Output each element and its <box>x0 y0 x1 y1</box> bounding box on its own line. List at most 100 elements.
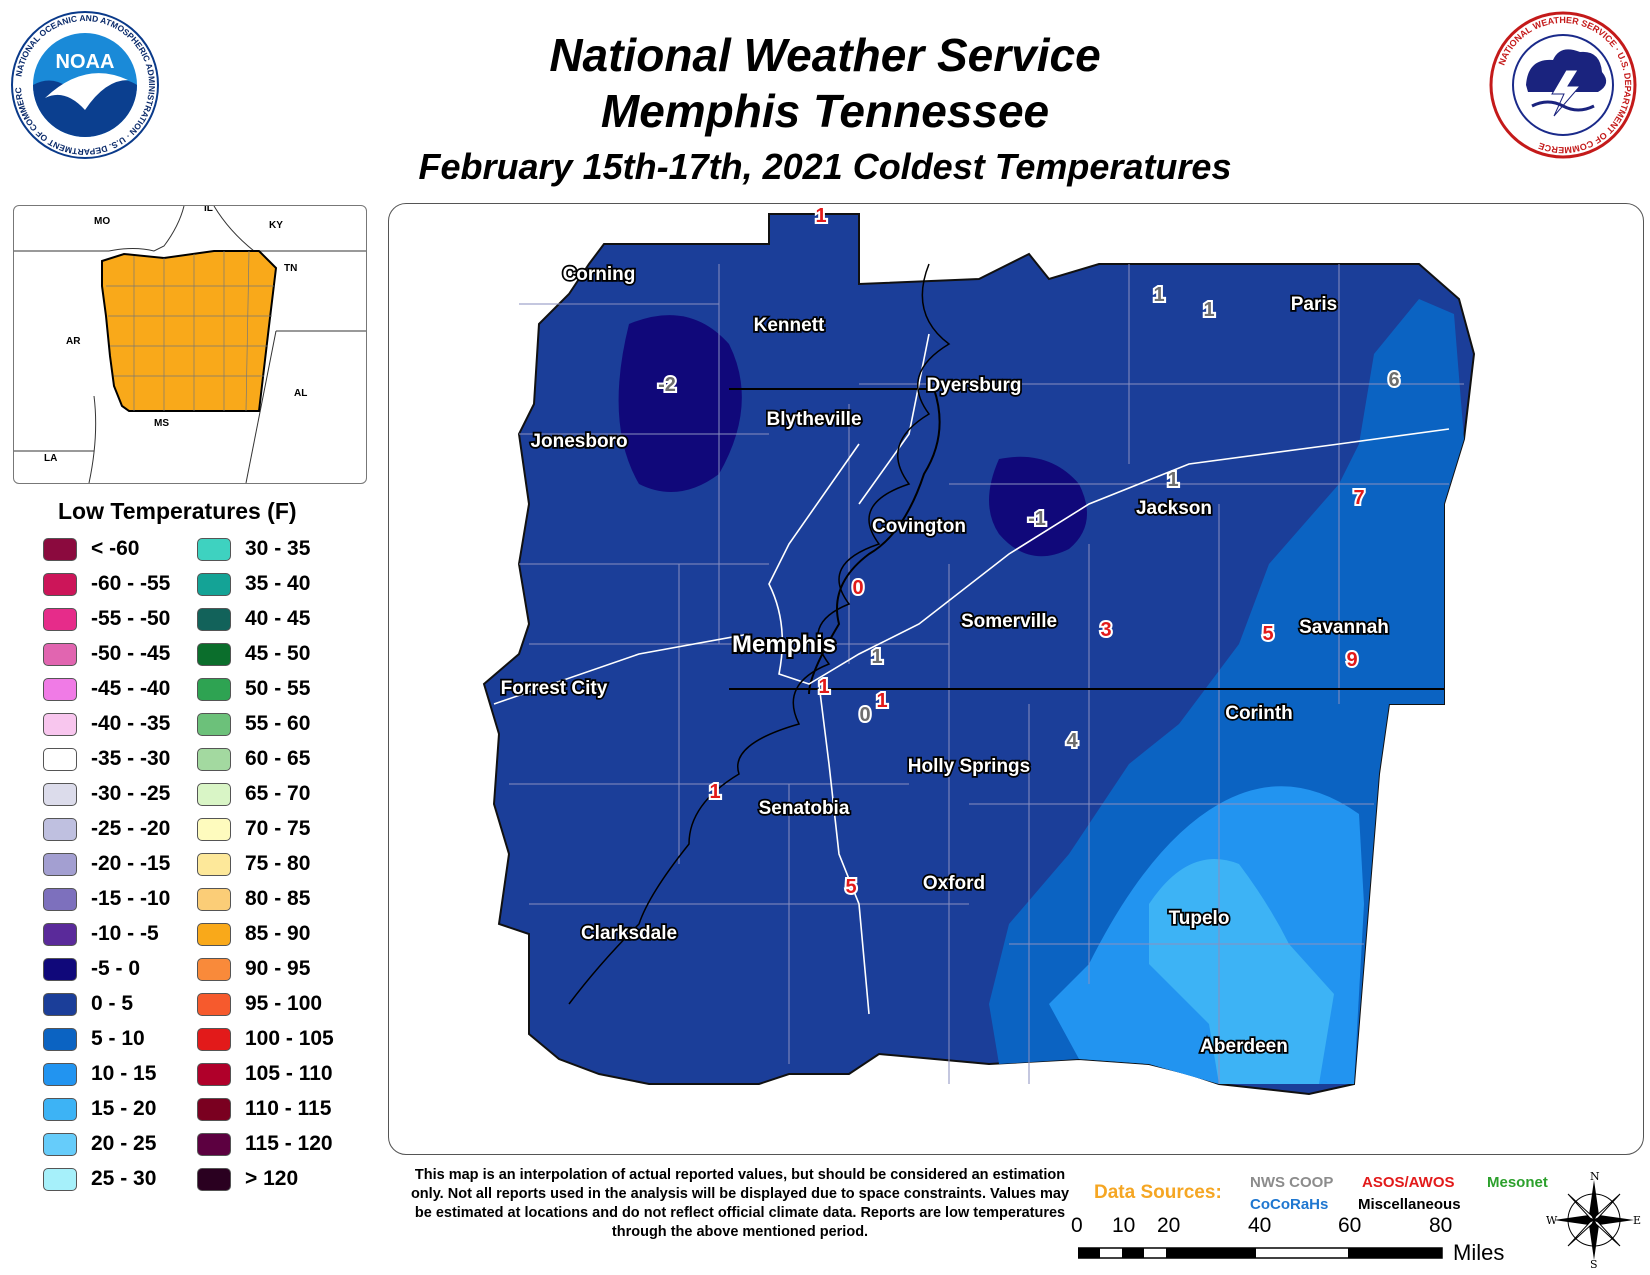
legend-swatch <box>43 747 77 771</box>
observation-value: 1 <box>1203 299 1214 321</box>
legend-item: -45 - -40 <box>43 676 170 702</box>
legend-label: 0 - 5 <box>91 992 134 1015</box>
city-label: Jonesboro <box>530 431 627 452</box>
legend-swatch <box>197 537 231 561</box>
city-label: Kennett <box>754 315 825 336</box>
legend-swatch <box>197 817 231 841</box>
city-label: Jackson <box>1136 498 1212 519</box>
legend-swatch <box>197 922 231 946</box>
legend-label: -55 - -50 <box>91 607 171 630</box>
legend-item: 100 - 105 <box>197 1026 334 1052</box>
city-label: Oxford <box>923 873 985 894</box>
legend-item: -5 - 0 <box>43 956 140 982</box>
legend-item: 80 - 85 <box>197 886 310 912</box>
legend-label: 90 - 95 <box>245 957 311 980</box>
legend-label: < -60 <box>91 537 140 560</box>
source-miscellaneous: Miscellaneous <box>1358 1196 1461 1213</box>
legend-item: 35 - 40 <box>197 571 310 597</box>
source-asos-awos: ASOS/AWOS <box>1362 1174 1455 1191</box>
legend-label: -15 - -10 <box>91 887 171 910</box>
city-label: Holly Springs <box>908 756 1030 777</box>
compass-rose-icon: N E S W <box>1546 1172 1641 1268</box>
legend-label: 10 - 15 <box>91 1062 157 1085</box>
temperature-map: Corning Kennett Paris Dyersburg Blytheville J… <box>388 203 1644 1155</box>
legend-label: 50 - 55 <box>245 677 311 700</box>
legend-label: 100 - 105 <box>245 1027 334 1050</box>
legend-item: -50 - -45 <box>43 641 170 667</box>
inset-label-ky: KY <box>269 220 283 231</box>
legend-label: 25 - 30 <box>91 1167 157 1190</box>
legend-swatch <box>43 607 77 631</box>
legend-label: -35 - -30 <box>91 747 171 770</box>
observation-value: 6 <box>1388 369 1399 391</box>
noaa-logo: NATIONAL OCEANIC AND ATMOSPHERIC ADMINIS… <box>10 10 159 159</box>
legend-item: 65 - 70 <box>197 781 310 807</box>
region-minus5-0-jonesboro <box>618 315 742 492</box>
legend-swatch <box>43 677 77 701</box>
city-label: Forrest City <box>501 678 608 699</box>
title-line-1: National Weather Service <box>549 29 1101 81</box>
region-minus5-0-covington <box>989 456 1087 557</box>
map-svg: Corning Kennett Paris Dyersburg Blytheville J… <box>482 204 1476 1096</box>
observation-value: 1 <box>709 781 720 803</box>
legend-swatch <box>43 817 77 841</box>
legend-swatch <box>197 992 231 1016</box>
legend-item: 45 - 50 <box>197 641 310 667</box>
legend-item: -25 - -20 <box>43 816 170 842</box>
city-label: Senatobia <box>759 798 850 819</box>
observation-value: 1 <box>876 690 887 712</box>
legend-swatch <box>43 887 77 911</box>
legend-swatch <box>43 1097 77 1121</box>
observation-value: 1 <box>871 646 882 668</box>
legend-item: 10 - 15 <box>43 1061 156 1087</box>
data-sources-label: Data Sources: <box>1094 1182 1222 1203</box>
compass-s: S <box>1590 1258 1598 1268</box>
legend-item: -55 - -50 <box>43 606 170 632</box>
legend-item: 5 - 10 <box>43 1026 145 1052</box>
city-label: Corning <box>563 264 636 285</box>
legend-label: 65 - 70 <box>245 782 311 805</box>
legend-item: -40 - -35 <box>43 711 170 737</box>
legend-label: -10 - -5 <box>91 922 159 945</box>
inset-label-il: IL <box>204 206 213 214</box>
source-mesonet: Mesonet <box>1487 1174 1548 1191</box>
legend-swatch <box>43 1062 77 1086</box>
legend-swatch <box>197 642 231 666</box>
legend-label: 110 - 115 <box>245 1097 332 1120</box>
legend-label: 80 - 85 <box>245 887 311 910</box>
legend-swatch <box>197 607 231 631</box>
observation-value: -2 <box>658 374 676 396</box>
city-label: Tupelo <box>1169 908 1230 929</box>
inset-label-tn: TN <box>284 263 297 274</box>
compass-e: E <box>1633 1214 1641 1227</box>
observation-value: 1 <box>1167 469 1178 491</box>
legend-swatch <box>197 782 231 806</box>
city-label: Aberdeen <box>1200 1036 1288 1057</box>
legend-item: 115 - 120 <box>197 1131 333 1157</box>
legend-label: -45 - -40 <box>91 677 171 700</box>
observation-value: 5 <box>1262 623 1273 645</box>
legend-item: 50 - 55 <box>197 676 310 702</box>
legend-swatch <box>197 887 231 911</box>
legend-label: > 120 <box>245 1167 299 1190</box>
scale-unit: Miles <box>1453 1240 1505 1265</box>
legend-swatch <box>43 852 77 876</box>
legend-swatch <box>197 712 231 736</box>
legend-item: 20 - 25 <box>43 1131 156 1157</box>
legend-title: Low Temperatures (F) <box>58 498 297 524</box>
city-label: Savannah <box>1299 617 1389 638</box>
legend-swatch <box>197 572 231 596</box>
inset-label-mo: MO <box>94 216 110 227</box>
observation-value: 9 <box>1346 649 1357 671</box>
city-label: Blytheville <box>766 409 861 430</box>
city-labels: Corning Kennett Paris Dyersburg Blytheville J… <box>499 262 1391 1059</box>
forecast-area-shape <box>101 250 278 412</box>
legend-swatch <box>43 992 77 1016</box>
legend-label: -60 - -55 <box>91 572 171 595</box>
state-lines <box>729 388 1444 695</box>
legend-item: 0 - 5 <box>43 991 133 1017</box>
legend-item: 60 - 65 <box>197 746 310 772</box>
legend-item: 90 - 95 <box>197 956 310 982</box>
legend-label: 70 - 75 <box>245 817 311 840</box>
inset-label-ms: MS <box>154 418 169 429</box>
